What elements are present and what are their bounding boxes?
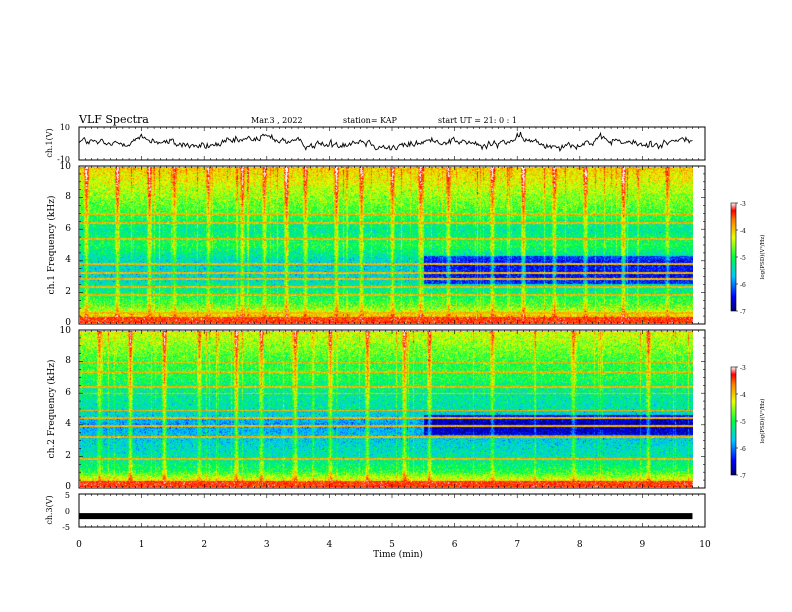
ch2-colorbar-tick: -7 — [740, 473, 746, 480]
ch3-ytick: 0 — [65, 507, 70, 516]
ch1-waveform-ytick: 10 — [60, 123, 70, 132]
ch3-signal-frame — [78, 493, 706, 528]
x-axis-label: Time (min) — [373, 549, 423, 560]
ch3-ytick: 5 — [65, 491, 70, 500]
x-tick-label: 1 — [139, 540, 145, 550]
ch3-ytick: -5 — [62, 523, 70, 532]
x-tick-label: 9 — [640, 540, 646, 550]
ch1-ytick: 2 — [65, 287, 71, 297]
chart-title: VLF Spectra — [79, 113, 149, 126]
ch2-ytick: 2 — [65, 451, 71, 461]
ch2-colorbar-scale — [730, 366, 737, 476]
ch1-ytick: 8 — [65, 192, 71, 202]
x-tick-label: 2 — [201, 540, 207, 550]
ch3-ylabel: ch.3(V) — [45, 495, 54, 524]
ch2-colorbar-tick: -4 — [740, 392, 746, 399]
x-tick-label: 4 — [327, 540, 333, 550]
ch2-ylabel: ch.2 Frequency (kHz) — [46, 360, 57, 459]
ch1-colorbar-scale — [730, 202, 737, 312]
ch1-colorbar-tick: -6 — [740, 282, 746, 289]
ch2-spectrogram-panel: 0 2 4 6 8 10 ch.2 Frequency (kHz) -3 -4 … — [46, 326, 766, 492]
ch1-waveform-ylabel: ch.1(V) — [45, 128, 54, 157]
ch1-colorbar-label: log(PSD)(V²/Hz) — [759, 235, 766, 280]
ch2-colorbar-tick: -6 — [740, 446, 746, 453]
x-tick-label: 8 — [577, 540, 583, 550]
ch2-spectrogram-image — [80, 331, 693, 487]
ch1-waveform-line — [78, 131, 693, 152]
ch3-signal-line — [79, 513, 693, 520]
ch1-spectrogram-frame — [78, 165, 706, 325]
ch1-colorbar: -3 -4 -5 -6 -7 log(PSD)(V²/Hz) — [730, 201, 766, 316]
x-tick-label: 6 — [452, 540, 458, 550]
ch2-ytick: 8 — [65, 356, 71, 366]
ch2-colorbar: -3 -4 -5 -6 -7 log(PSD)(V²/Hz) — [730, 365, 766, 480]
date-label: Mar.3 , 2022 — [251, 116, 303, 125]
ch1-colorbar-tick: -3 — [740, 201, 746, 208]
ch1-waveform-panel: 10 -10 ch.1(V) — [45, 123, 706, 164]
start-time-label: start UT = 21: 0 : 1 — [438, 116, 517, 125]
ch2-colorbar-label: log(PSD)(V²/Hz) — [759, 399, 766, 444]
ch1-ytick: 10 — [60, 162, 72, 172]
ch1-waveform-ytick: -10 — [57, 155, 70, 164]
station-label: station= KAP — [343, 116, 397, 125]
ch1-colorbar-tick: -4 — [740, 228, 746, 235]
ch1-colorbar-tick: -7 — [740, 309, 746, 316]
ch2-colorbar-tick: -5 — [740, 419, 746, 426]
x-tick-label: 0 — [76, 540, 82, 550]
ch2-ytick: 6 — [65, 388, 71, 398]
ch1-ytick: 6 — [65, 224, 71, 234]
x-tick-label: 3 — [264, 540, 270, 550]
ch2-colorbar-tick: -3 — [740, 365, 746, 372]
ch3-signal-trace — [79, 513, 693, 520]
ch1-ylabel: ch.1 Frequency (kHz) — [46, 196, 57, 295]
ch2-ytick: 0 — [65, 482, 71, 492]
ch1-ytick-labels: 0 2 4 6 8 10 — [60, 162, 72, 328]
ch2-ytick: 4 — [65, 419, 71, 429]
x-tick-label: 10 — [699, 540, 711, 550]
ch1-waveform-frame — [78, 126, 706, 161]
x-tick-label: 5 — [389, 540, 395, 550]
ch1-ytick: 0 — [65, 318, 71, 328]
ch1-spectrogram-image — [80, 167, 693, 323]
ch1-spectrogram-panel: 0 2 4 6 8 10 ch.1 Frequency (kHz) -3 -4 … — [46, 162, 766, 328]
ch2-spectrogram-frame — [78, 329, 706, 489]
ch2-ytick: 10 — [60, 326, 72, 336]
ch2-ytick-labels: 0 2 4 6 8 10 — [60, 326, 72, 492]
x-tick-labels: 0 1 2 3 4 5 6 7 8 9 10 — [76, 540, 711, 550]
ch1-waveform-trace — [78, 131, 693, 152]
ch1-colorbar-tick: -5 — [740, 255, 746, 262]
ch1-ytick: 4 — [65, 255, 71, 265]
x-tick-label: 7 — [514, 540, 520, 550]
ch3-signal-panel: 5 0 -5 ch.3(V) — [45, 491, 706, 532]
